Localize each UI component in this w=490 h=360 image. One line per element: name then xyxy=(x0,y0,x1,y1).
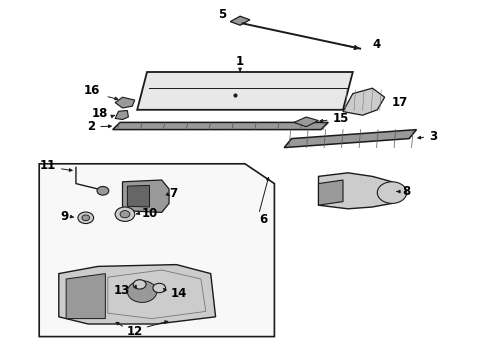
Polygon shape xyxy=(127,185,149,207)
Text: 1: 1 xyxy=(236,55,244,68)
Polygon shape xyxy=(294,117,318,127)
Text: 5: 5 xyxy=(218,8,226,21)
Text: 17: 17 xyxy=(392,96,408,109)
Text: 18: 18 xyxy=(92,107,108,120)
Text: 7: 7 xyxy=(169,187,177,200)
Text: 4: 4 xyxy=(372,39,381,51)
Polygon shape xyxy=(318,180,343,205)
Text: 3: 3 xyxy=(429,130,437,143)
Circle shape xyxy=(377,182,407,203)
Polygon shape xyxy=(115,97,135,108)
Text: 12: 12 xyxy=(126,325,143,338)
Text: 10: 10 xyxy=(142,207,158,220)
Circle shape xyxy=(133,280,146,289)
Polygon shape xyxy=(122,180,169,212)
Text: 11: 11 xyxy=(40,159,56,172)
Polygon shape xyxy=(318,173,392,209)
Polygon shape xyxy=(284,130,416,148)
Circle shape xyxy=(120,211,130,218)
Text: 9: 9 xyxy=(60,210,69,223)
Circle shape xyxy=(78,212,94,224)
Text: 16: 16 xyxy=(84,84,100,97)
Text: 6: 6 xyxy=(260,213,268,226)
Polygon shape xyxy=(39,164,274,337)
Text: 2: 2 xyxy=(87,120,96,133)
Circle shape xyxy=(82,215,90,221)
Text: 14: 14 xyxy=(171,287,187,300)
Text: 8: 8 xyxy=(402,185,410,198)
Circle shape xyxy=(115,207,135,221)
Polygon shape xyxy=(137,72,353,110)
Circle shape xyxy=(153,283,166,293)
Polygon shape xyxy=(115,111,128,120)
Polygon shape xyxy=(113,122,328,130)
Text: 13: 13 xyxy=(114,284,130,297)
Polygon shape xyxy=(108,270,206,319)
Polygon shape xyxy=(343,88,385,115)
Polygon shape xyxy=(230,16,250,25)
Circle shape xyxy=(127,281,157,302)
Polygon shape xyxy=(66,274,105,319)
Text: 15: 15 xyxy=(332,112,348,125)
Circle shape xyxy=(97,186,109,195)
Polygon shape xyxy=(59,265,216,324)
